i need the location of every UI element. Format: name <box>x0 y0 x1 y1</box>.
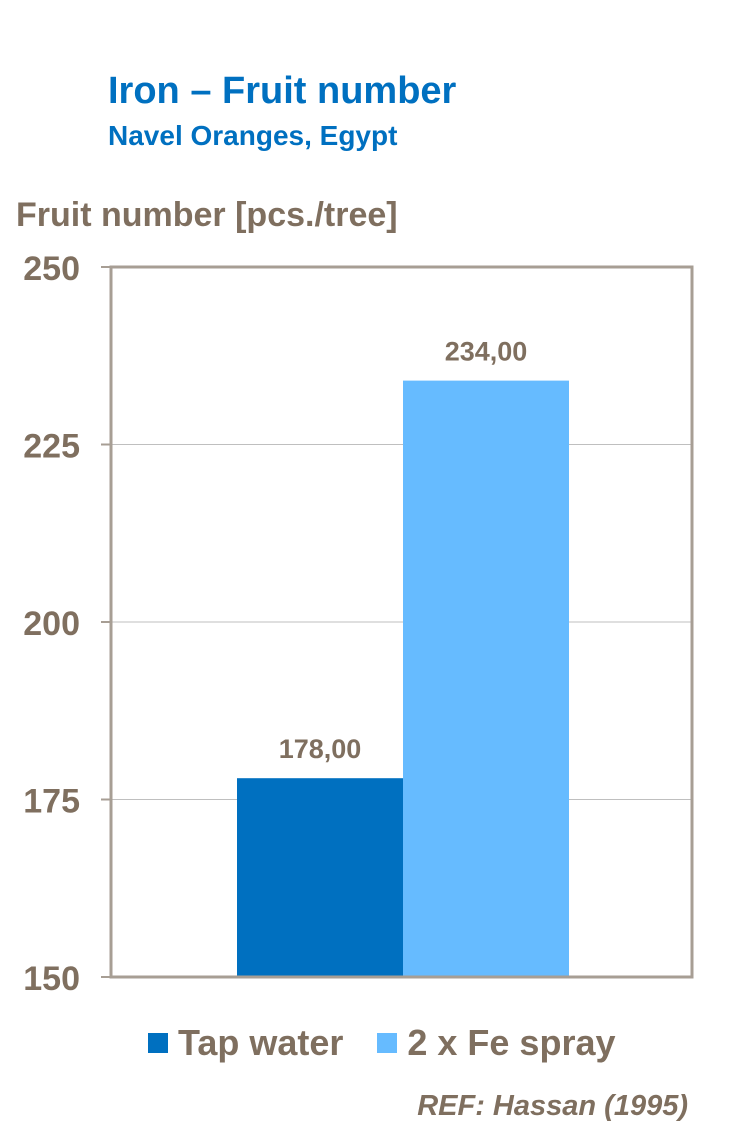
y-axis-label: Fruit number [pcs./tree] <box>16 196 398 234</box>
tick-label-200: 200 <box>23 605 80 643</box>
legend-swatch-tap-water <box>148 1033 168 1053</box>
legend-label-fe-spray: 2 x Fe spray <box>407 1022 616 1063</box>
bar-chart: 178,00 234,00 150 175 200 225 250 <box>23 250 694 998</box>
tick-label-150: 150 <box>23 960 80 998</box>
tick-label-250: 250 <box>23 250 80 288</box>
data-label-1: 234,00 <box>445 337 528 367</box>
reference-note: REF: Hassan (1995) <box>417 1090 688 1122</box>
data-label-0: 178,00 <box>279 734 362 764</box>
legend-item-tap-water: Tap water <box>148 1022 343 1064</box>
bar-1 <box>403 380 569 978</box>
tick-label-225: 225 <box>23 428 80 466</box>
chart-title: Iron – Fruit number <box>108 70 457 112</box>
legend-swatch-fe-spray <box>377 1033 398 1053</box>
tick-label-175: 175 <box>23 783 80 821</box>
legend-label-tap-water: Tap water <box>178 1022 344 1063</box>
chart-subtitle: Navel Oranges, Egypt <box>108 120 398 151</box>
legend: Tap water 2 x Fe spray <box>148 1022 616 1064</box>
legend-item-fe-spray: 2 x Fe spray <box>377 1022 616 1064</box>
bar-0 <box>237 778 403 977</box>
